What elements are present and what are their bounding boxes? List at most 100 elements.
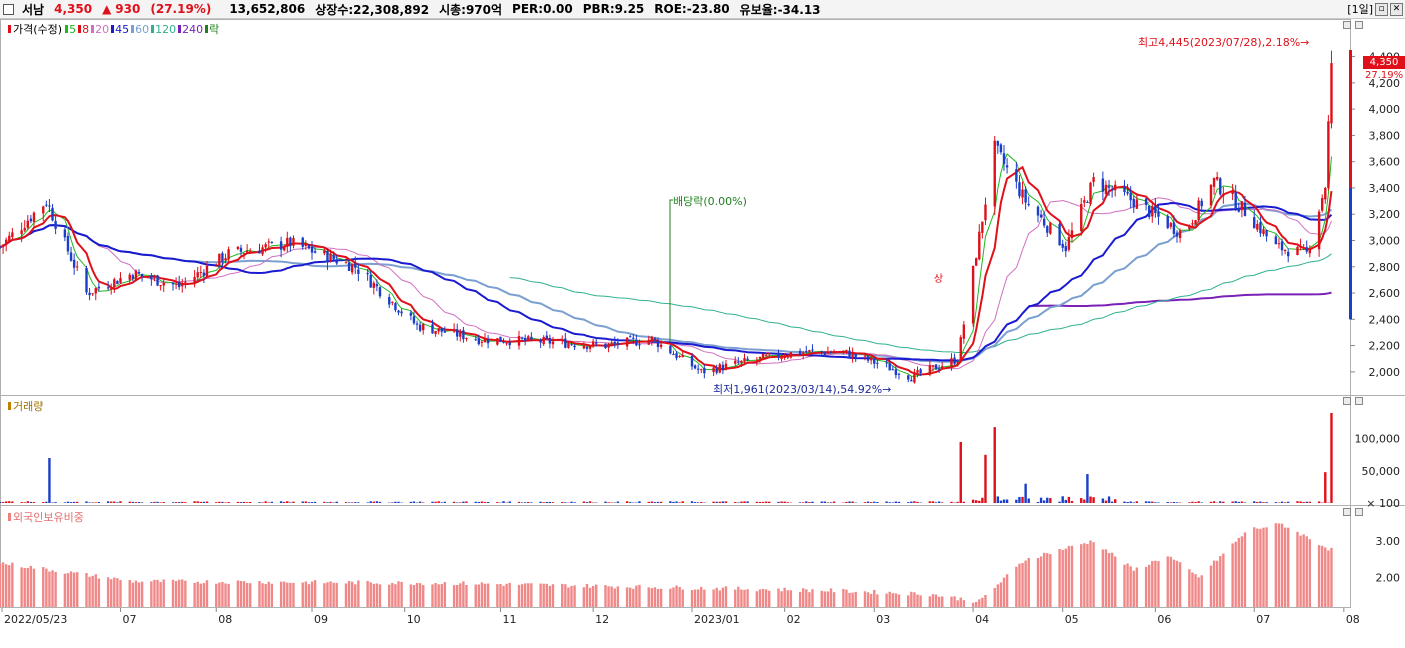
- x-tick-label: 11: [502, 613, 516, 626]
- price-panel-min-button[interactable]: [1343, 21, 1351, 29]
- close-icon[interactable]: ✕: [1390, 2, 1403, 16]
- volume-panel-close-button[interactable]: [1355, 397, 1363, 405]
- candle: [783, 353, 786, 361]
- candle: [42, 205, 45, 222]
- candle-body: [978, 231, 981, 260]
- volume-bar: [4, 501, 8, 503]
- candle-body: [292, 237, 295, 246]
- x-tick-label: 09: [314, 613, 328, 626]
- candle-body: [443, 331, 447, 333]
- volume-bar: [777, 501, 780, 503]
- foreign-ratio-bar: [286, 582, 289, 607]
- volume-bar: [1089, 496, 1092, 503]
- period-selector[interactable]: [1일]: [1347, 3, 1373, 16]
- candle: [737, 357, 740, 365]
- candle: [919, 367, 922, 377]
- candle-body: [54, 220, 57, 229]
- foreign-ratio-bar: [876, 594, 879, 607]
- candle: [119, 272, 122, 284]
- volume-bar: [690, 501, 694, 503]
- candle-body: [110, 288, 113, 290]
- candle-body: [1305, 247, 1308, 252]
- foreign-ratio-bar: [941, 596, 944, 607]
- candle: [375, 279, 379, 292]
- foreign-ratio-bar: [45, 568, 48, 607]
- volume-bar: [202, 501, 206, 503]
- volume-bar: [1135, 501, 1139, 503]
- candle: [937, 364, 941, 373]
- stock-name: 서남: [22, 2, 45, 17]
- candle: [51, 203, 54, 222]
- foreign-ratio-bar: [1172, 559, 1176, 607]
- volume-bar: [975, 500, 978, 503]
- foreign-ratio-bar: [678, 586, 681, 607]
- candle: [999, 143, 1003, 155]
- candle: [959, 335, 962, 363]
- candle: [366, 269, 369, 281]
- foreign-ratio-bar: [159, 582, 162, 607]
- foreign-ratio-bar: [1188, 569, 1191, 607]
- candle: [635, 334, 638, 347]
- candle: [1253, 209, 1256, 229]
- candle: [1237, 202, 1240, 213]
- candle-body: [418, 324, 422, 331]
- candle-body: [224, 258, 227, 261]
- candle-body: [1018, 182, 1021, 197]
- foreign-ratio-bar: [354, 584, 357, 607]
- candle-body: [656, 339, 660, 348]
- volume-bar: [1110, 501, 1114, 503]
- candle-body: [199, 272, 203, 274]
- candle: [76, 260, 79, 272]
- foreign-ratio-bar: [542, 583, 545, 607]
- candle-body: [962, 324, 966, 339]
- volume-bar: [116, 502, 119, 503]
- candle: [869, 356, 873, 365]
- volume-bar: [1231, 501, 1234, 503]
- candle-body: [289, 237, 292, 247]
- volume-bar: [1080, 498, 1083, 503]
- candle: [1042, 211, 1046, 228]
- candle-body: [845, 349, 848, 351]
- candle-body: [1219, 178, 1222, 195]
- volume-bar: [681, 501, 684, 503]
- volume-bar: [1042, 500, 1046, 503]
- volume-bar: [196, 501, 199, 503]
- foreign-tick-label: 2.00: [1376, 572, 1401, 585]
- volume-bar: [962, 501, 966, 503]
- price-panel-close-button[interactable]: [1355, 21, 1363, 29]
- candle: [953, 353, 956, 366]
- restore-icon[interactable]: ▫: [1375, 2, 1388, 16]
- candle-body: [953, 357, 956, 364]
- candle: [907, 374, 910, 383]
- volume-bar: [1157, 502, 1160, 503]
- candle: [1092, 172, 1095, 187]
- volume-bar: [1308, 501, 1312, 503]
- foreign-ratio-bar: [842, 588, 845, 607]
- foreign-ratio-bar: [693, 589, 697, 607]
- volume-bar: [162, 502, 165, 503]
- foreign-ratio-bar: [63, 573, 67, 607]
- foreign-ratio-bar: [613, 588, 616, 607]
- candle-body: [1175, 232, 1179, 237]
- foreign-ratio-bar: [718, 590, 721, 607]
- volume-bar: [885, 501, 888, 503]
- candle-body: [283, 247, 286, 251]
- volume-bar: [866, 501, 870, 503]
- foreign-panel-min-button[interactable]: [1343, 508, 1351, 516]
- foreign-ratio-bar: [156, 579, 159, 607]
- volume-bar: [1243, 502, 1247, 503]
- candle-body: [653, 338, 657, 340]
- foreign-ratio-bar: [953, 596, 956, 607]
- foreign-ratio-bar: [1259, 528, 1262, 607]
- foreign-ratio-bar: [1234, 541, 1237, 607]
- foreign-ratio-bar: [409, 584, 413, 607]
- candle: [456, 323, 459, 341]
- foreign-panel-close-button[interactable]: [1355, 508, 1363, 516]
- candle-body: [174, 283, 178, 285]
- candle: [313, 247, 317, 254]
- volume-panel-min-button[interactable]: [1343, 397, 1351, 405]
- candle: [629, 334, 632, 338]
- candle: [530, 332, 533, 342]
- select-checkbox[interactable]: [3, 3, 14, 15]
